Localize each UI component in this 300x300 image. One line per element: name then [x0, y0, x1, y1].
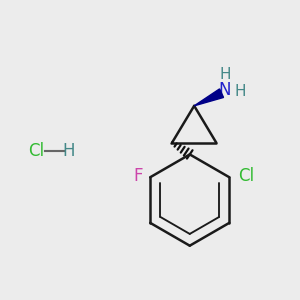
Text: H: H — [219, 68, 231, 82]
Text: Cl: Cl — [238, 167, 254, 185]
Text: H: H — [63, 142, 75, 160]
Text: F: F — [133, 167, 142, 185]
Text: N: N — [219, 81, 231, 99]
Text: Cl: Cl — [28, 142, 45, 160]
Polygon shape — [194, 89, 224, 106]
Text: H: H — [234, 84, 246, 99]
